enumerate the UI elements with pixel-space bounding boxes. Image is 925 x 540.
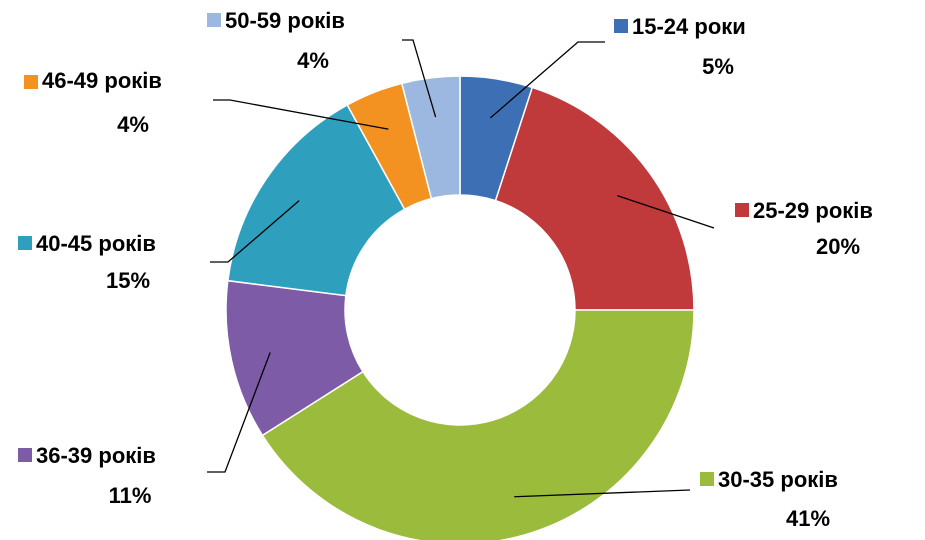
slice-name: 36-39 років [36, 443, 156, 468]
legend-swatch [614, 19, 628, 33]
donut-slice [261, 309, 695, 540]
legend-swatch [18, 236, 32, 250]
leader-line [402, 39, 437, 118]
slice-percent: 4% [117, 112, 149, 137]
donut-slice [400, 75, 461, 200]
leader-line [210, 200, 300, 263]
slice-percent: 11% [109, 483, 152, 508]
leader-line [213, 99, 389, 130]
legend-swatch [735, 203, 749, 217]
slice-percent: 5% [702, 54, 734, 79]
slice-name: 50-59 років [225, 8, 345, 33]
leader-line [490, 41, 605, 119]
slice-percent: 20% [816, 234, 860, 259]
slice-name: 15-24 роки [632, 14, 746, 39]
legend-swatch [24, 75, 38, 89]
donut-slice [227, 103, 406, 297]
slice-percent: 41% [786, 506, 830, 531]
slice-name: 30-35 років [718, 467, 838, 492]
legend-swatch [700, 472, 714, 486]
leader-line [207, 352, 271, 473]
donut-slice [494, 86, 695, 311]
slice-name: 40-45 років [36, 231, 156, 256]
slice-name: 25-29 років [753, 198, 873, 223]
slice-percent: 4% [297, 48, 329, 73]
legend-swatch [18, 448, 32, 462]
slice-percent: 15% [106, 268, 150, 293]
slice-name: 46-49 років [42, 68, 162, 93]
legend-swatch [207, 13, 221, 27]
leader-line [514, 489, 691, 498]
leader-line [617, 195, 715, 229]
